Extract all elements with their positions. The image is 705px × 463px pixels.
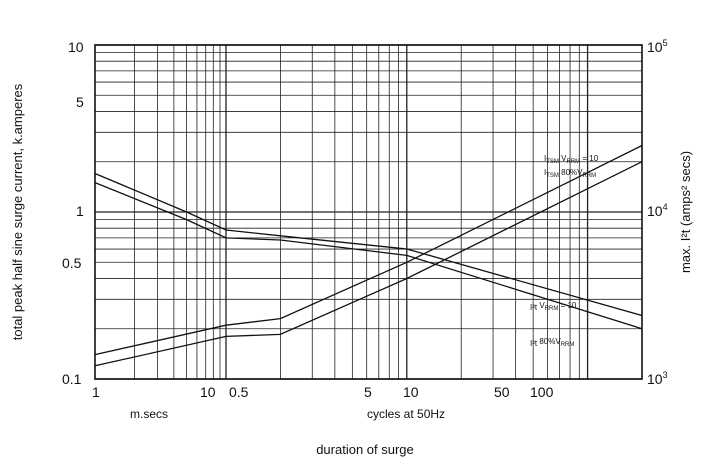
y2-tick-label: 105 [647,38,668,55]
x-unit-label-msecs: m.secs [130,407,168,421]
x-tick-label: 100 [530,384,554,400]
y2-axis-title: max. I²t (amps² secs) [678,151,693,273]
annotation-itsm-80: ITSM 80%VRRM [544,168,596,179]
x-unit-label-cycles: cycles at 50Hz [367,407,445,421]
series-line-1 [94,172,643,317]
series-layer [94,144,643,367]
x-tick-label: 1 [92,384,100,400]
series-line-2 [94,181,643,330]
y-tick-label: 5 [76,94,84,110]
tick-labels: 10 5 1 0.5 0.1 105 104 103 1 10 0.5 5 10… [62,38,668,421]
x-tick-label: 50 [494,384,510,400]
series-line-4 [94,161,643,367]
y2-tick-label: 104 [647,202,668,219]
series-line-3 [94,144,643,356]
x-tick-label: 5 [364,384,372,400]
y-tick-label: 0.5 [62,255,82,271]
y-tick-label: 1 [76,203,84,219]
x-tick-label: 10 [403,384,419,400]
annotation-i2t-80: I²t 80%VRRM [530,337,574,348]
y2-tick-label: 103 [647,370,668,387]
y-tick-label: 0.1 [62,371,82,387]
curve-annotations: ITSM VRRM = 10 ITSM 80%VRRM I²t VRRM = 1… [530,154,599,348]
annotation-itsm-10: ITSM VRRM = 10 [544,154,599,165]
chart-grid [94,44,643,380]
annotation-i2t-10: I²t VRRM = 10 [530,301,577,312]
x-axis-title: duration of surge [316,442,414,457]
x-tick-label: 0.5 [229,384,249,400]
plot-frame [94,44,643,380]
y-tick-label: 10 [68,39,84,55]
x-tick-label: 10 [200,384,216,400]
y-axis-title: total peak half sine surge current, k.am… [10,83,25,340]
